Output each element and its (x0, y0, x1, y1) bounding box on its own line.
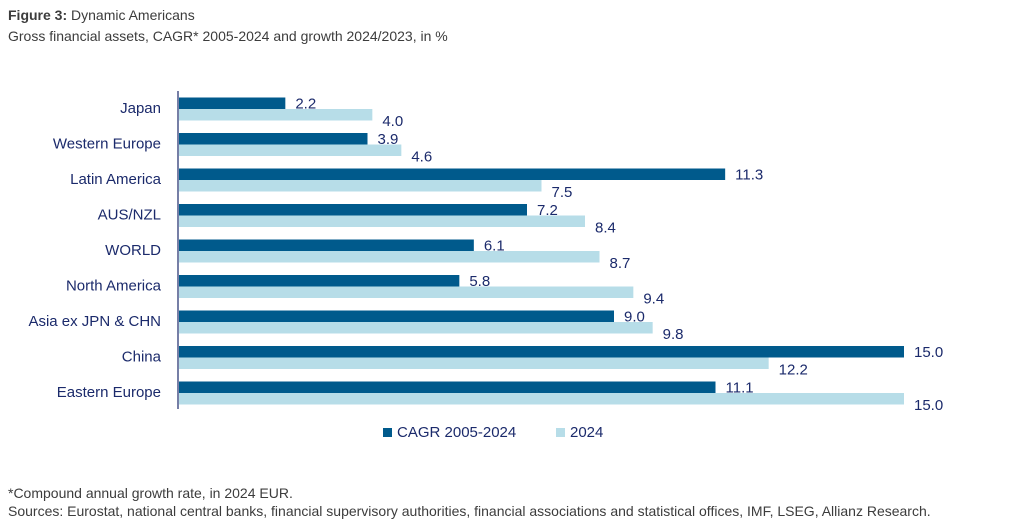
bar-2024-aus-nzl (179, 215, 585, 227)
figure-title: Dynamic Americans (71, 7, 195, 23)
value-label-2024-north-america: 9.4 (643, 291, 664, 308)
bar-2024-western-europe (179, 144, 402, 156)
bar-2024-world (179, 251, 600, 263)
category-label-world: WORLD (105, 242, 161, 259)
category-label-japan: Japan (120, 100, 161, 117)
value-label-cagr-2005-2024-aus-nzl: 7.2 (537, 202, 558, 219)
category-label-latin-america: Latin America (70, 171, 162, 188)
category-label-asia-ex-jpn-chn: Asia ex JPN & CHN (28, 313, 161, 330)
figure-subtitle: Gross financial assets, CAGR* 2005-2024 … (8, 28, 448, 44)
value-label-cagr-2005-2024-eastern-europe: 11.1 (726, 380, 754, 397)
category-label-north-america: North America (66, 278, 162, 295)
value-label-2024-western-europe: 4.6 (411, 149, 432, 166)
bar-2024-asia-ex-jpn-chn (179, 322, 653, 334)
category-label-western-europe: Western Europe (53, 136, 161, 153)
bar-cagr-2005-2024-aus-nzl (179, 204, 527, 216)
bar-cagr-2005-2024-eastern-europe (179, 381, 716, 393)
legend-swatch-2024 (556, 428, 565, 437)
value-label-cagr-2005-2024-world: 6.1 (484, 238, 505, 255)
category-label-aus-nzl: AUS/NZL (98, 207, 161, 224)
bar-2024-china (179, 357, 769, 369)
value-label-2024-world: 8.7 (610, 255, 631, 272)
legend-swatch-cagr-2005-2024 (383, 428, 392, 437)
legend-label-cagr-2005-2024: CAGR 2005-2024 (397, 424, 516, 441)
footnote-sources: Sources: Eurostat, national central bank… (8, 503, 931, 519)
value-label-cagr-2005-2024-north-america: 5.8 (469, 273, 490, 290)
value-label-2024-aus-nzl: 8.4 (595, 220, 616, 237)
bar-cagr-2005-2024-asia-ex-jpn-chn (179, 310, 614, 322)
category-label-china: China (122, 349, 162, 366)
bar-2024-eastern-europe (179, 393, 904, 405)
bar-cagr-2005-2024-china (179, 346, 904, 358)
bar-cagr-2005-2024-north-america (179, 275, 460, 287)
value-label-2024-asia-ex-jpn-chn: 9.8 (663, 326, 684, 343)
value-label-2024-china: 12.2 (779, 362, 808, 379)
legend-label-2024: 2024 (570, 424, 603, 441)
bar-2024-japan (179, 109, 373, 121)
value-label-2024-eastern-europe: 15.0 (914, 397, 943, 414)
value-label-cagr-2005-2024-asia-ex-jpn-chn: 9.0 (624, 309, 645, 326)
bar-cagr-2005-2024-western-europe (179, 133, 368, 145)
bar-2024-north-america (179, 286, 634, 298)
bar-cagr-2005-2024-world (179, 239, 474, 251)
value-label-cagr-2005-2024-china: 15.0 (914, 344, 943, 361)
category-label-eastern-europe: Eastern Europe (57, 384, 161, 401)
bar-cagr-2005-2024-latin-america (179, 168, 726, 180)
bar-cagr-2005-2024-japan (179, 97, 286, 109)
footnote-cagr-definition: *Compound annual growth rate, in 2024 EU… (8, 485, 293, 501)
figure-heading: Figure 3: Dynamic Americans (8, 6, 195, 25)
value-label-cagr-2005-2024-japan: 2.2 (295, 96, 316, 113)
bar-2024-latin-america (179, 180, 542, 192)
value-label-cagr-2005-2024-latin-america: 11.3 (735, 167, 763, 184)
value-label-2024-japan: 4.0 (382, 113, 403, 130)
value-label-2024-latin-america: 7.5 (552, 184, 573, 201)
figure-label: Figure 3: (8, 7, 68, 23)
value-label-cagr-2005-2024-western-europe: 3.9 (378, 131, 399, 148)
bar-chart: Japan 2.2 4.0 Western Europe 3.9 4.6 Latin Ame… (28, 91, 943, 441)
